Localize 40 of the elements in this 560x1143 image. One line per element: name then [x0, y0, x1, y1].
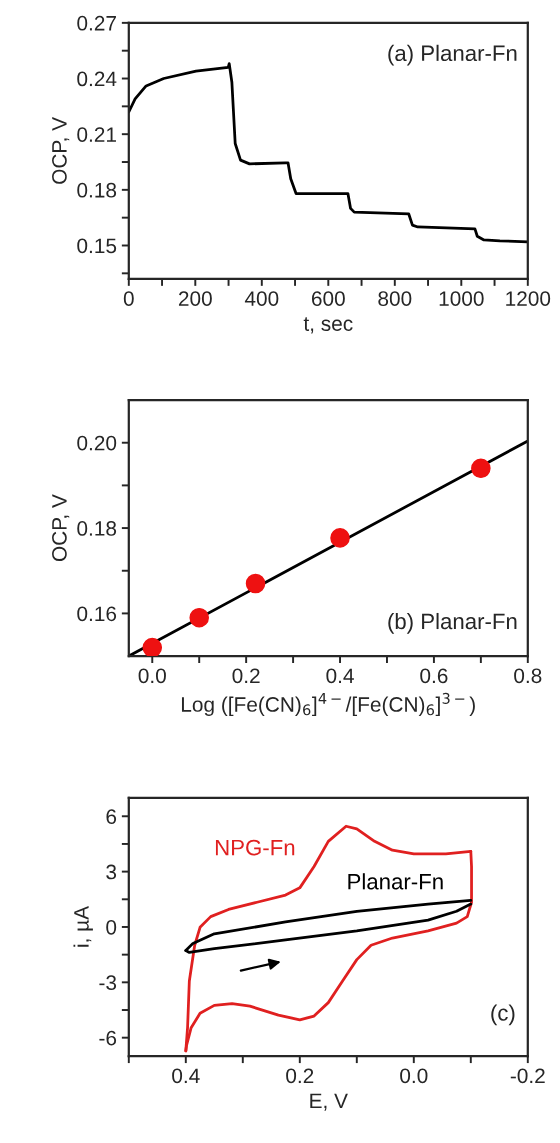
x-tick-label: 1000	[439, 291, 484, 306]
x-tick-label: 0.2	[286, 1068, 314, 1084]
x-tick-label: 600	[311, 291, 345, 306]
x-tick-label: 1200	[506, 291, 551, 306]
x-tick-label: 400	[244, 291, 279, 306]
x-tick-label: 0.2	[232, 668, 260, 684]
y-axis-title: i, µA	[73, 905, 93, 947]
y-tick-label: 0.18	[77, 521, 117, 536]
y-tick-label: 0.27	[77, 15, 116, 31]
y-tick-label: 6	[106, 809, 117, 825]
y-tick-label: 0.24	[77, 71, 117, 87]
x-tick-label: 0	[123, 291, 134, 306]
x-tick-label: -0.2	[510, 1068, 545, 1084]
y-tick-label: 0.15	[77, 238, 117, 254]
y-tick-label: -6	[99, 1030, 117, 1046]
x-tick-label: 0.4	[172, 1068, 200, 1084]
y-axis-title: OCP, V	[52, 494, 70, 562]
x-axis-title: E, V	[310, 1093, 348, 1111]
annotation: (b) Planar-Fn	[388, 612, 517, 634]
y-tick-label: 0.18	[77, 182, 117, 198]
x-tick-label: 800	[378, 291, 412, 306]
x-tick-label: 200	[178, 291, 212, 306]
y-tick-label: 0.20	[77, 435, 117, 451]
series-label: Planar-Fn	[348, 873, 443, 890]
y-tick-label: -3	[99, 975, 117, 991]
x-tick-label: 0.4	[326, 668, 354, 684]
x-tick-label: 0.0	[400, 1068, 428, 1084]
x-tick-label: 0.0	[138, 668, 166, 684]
annotation: (a) Planar-Fn	[388, 44, 517, 66]
y-tick-label: 0	[106, 919, 117, 935]
x-tick-label: 0.6	[420, 668, 448, 684]
y-axis-title: OCP, V	[52, 117, 70, 184]
x-axis-title: t, sec	[303, 317, 353, 334]
annotation: (c)	[491, 1004, 515, 1026]
y-tick-label: 0.16	[77, 606, 117, 622]
text: Log ([Fe(CN)$_{6}$]$^{4−}$/[Fe(CN)$_{6}$]$^{3−}$)	[181, 692, 475, 716]
series-label: NPG-Fn	[215, 839, 295, 856]
x-tick-label: 0.8	[514, 668, 542, 684]
y-tick-label: 3	[106, 864, 117, 880]
y-tick-label: 0.21	[77, 127, 116, 142]
